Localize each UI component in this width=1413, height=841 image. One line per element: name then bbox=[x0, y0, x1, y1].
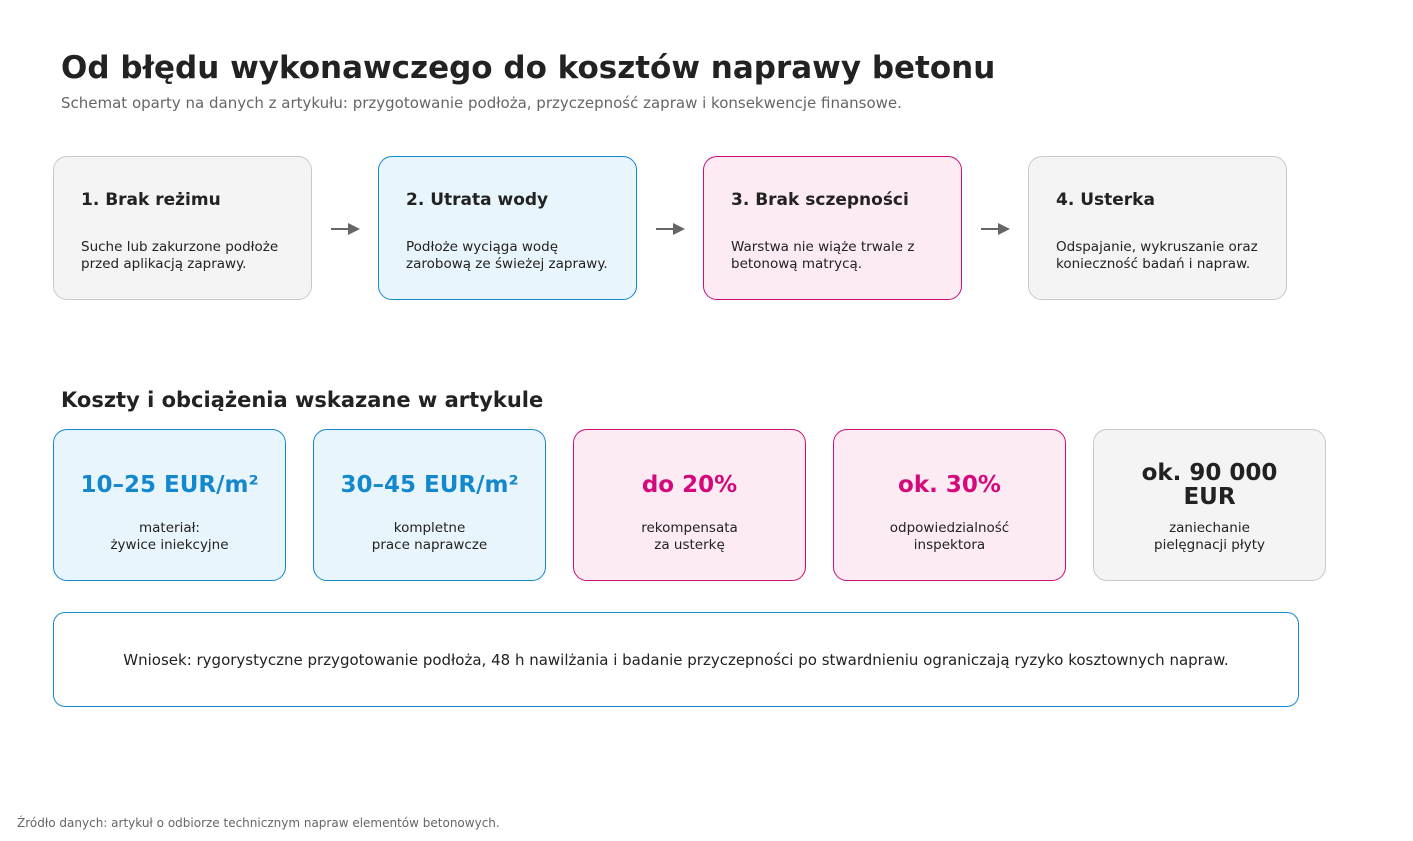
cost-label: zaniechanie pielęgnacji płyty bbox=[1094, 520, 1325, 554]
flow-step-1: 1. Brak reżimu Suche lub zakurzone podło… bbox=[53, 156, 312, 300]
cost-label: kompletne prace naprawcze bbox=[314, 520, 545, 554]
cost-label: materiał: żywice iniekcyjne bbox=[54, 520, 285, 554]
arrow-right-icon bbox=[981, 223, 1010, 235]
cost-label-line: pielęgnacji płyty bbox=[1154, 537, 1265, 553]
cost-card-1: 10–25 EUR/m² materiał: żywice iniekcyjne bbox=[53, 429, 286, 581]
cost-label-line: materiał: bbox=[139, 520, 200, 536]
source-note: Źródło danych: artykuł o odbiorze techni… bbox=[17, 816, 500, 830]
flow-step-title: 4. Usterka bbox=[1056, 190, 1155, 210]
cost-value: 10–25 EUR/m² bbox=[80, 472, 259, 498]
cost-label-line: rekompensata bbox=[641, 520, 738, 536]
flow-step-text: Podłoże wyciąga wodę zarobową ze świeżej… bbox=[406, 239, 608, 272]
cost-card-4: ok. 30% odpowiedzialność inspektora bbox=[833, 429, 1066, 581]
conclusion-box: Wniosek: rygorystyczne przygotowanie pod… bbox=[53, 612, 1299, 707]
cost-label-line: żywice iniekcyjne bbox=[110, 537, 229, 553]
cost-label: odpowiedzialność inspektora bbox=[834, 520, 1065, 554]
cost-label-line: prace naprawcze bbox=[371, 537, 488, 553]
cost-label-line: za usterkę bbox=[654, 537, 725, 553]
cost-card-5: ok. 90 000 EUR zaniechanie pielęgnacji pł… bbox=[1093, 429, 1326, 581]
page-title: Od błędu wykonawczego do kosztów naprawy… bbox=[61, 50, 996, 86]
cost-label-line: zaniechanie bbox=[1169, 520, 1250, 536]
flow-step-title: 1. Brak reżimu bbox=[81, 190, 221, 210]
cost-card-3: do 20% rekompensata za usterkę bbox=[573, 429, 806, 581]
flow-step-2: 2. Utrata wody Podłoże wyciąga wodę zaro… bbox=[378, 156, 637, 300]
cost-card-2: 30–45 EUR/m² kompletne prace naprawcze bbox=[313, 429, 546, 581]
flow-step-text: Suche lub zakurzone podłoże przed aplika… bbox=[81, 239, 279, 272]
flow-step-3: 3. Brak sczepności Warstwa nie wiąże trw… bbox=[703, 156, 962, 300]
cost-label-line: inspektora bbox=[913, 537, 986, 553]
cost-value: ok. 90 000 EUR bbox=[1141, 460, 1278, 510]
conclusion-text: Wniosek: rygorystyczne przygotowanie pod… bbox=[123, 650, 1229, 669]
arrow-right-icon bbox=[656, 223, 685, 235]
flow-step-4: 4. Usterka Odspajanie, wykruszanie oraz … bbox=[1028, 156, 1287, 300]
costs-section-title: Koszty i obciążenia wskazane w artykule bbox=[61, 388, 544, 412]
flow-step-title: 2. Utrata wody bbox=[406, 190, 549, 210]
cost-label-line: kompletne bbox=[393, 520, 466, 536]
cost-value: ok. 30% bbox=[898, 472, 1001, 498]
flow-step-title: 3. Brak sczepności bbox=[731, 190, 909, 210]
cost-value: 30–45 EUR/m² bbox=[340, 472, 519, 498]
page-subtitle: Schemat oparty na danych z artykułu: prz… bbox=[61, 94, 902, 112]
flow-step-text: Warstwa nie wiąże trwale z betonową matr… bbox=[731, 239, 915, 272]
cost-value: do 20% bbox=[641, 472, 738, 498]
arrow-right-icon bbox=[331, 223, 360, 235]
cost-label: rekompensata za usterkę bbox=[574, 520, 805, 554]
cost-label-line: odpowiedzialność bbox=[889, 520, 1010, 536]
flow-step-text: Odspajanie, wykruszanie oraz konieczność… bbox=[1056, 239, 1258, 272]
